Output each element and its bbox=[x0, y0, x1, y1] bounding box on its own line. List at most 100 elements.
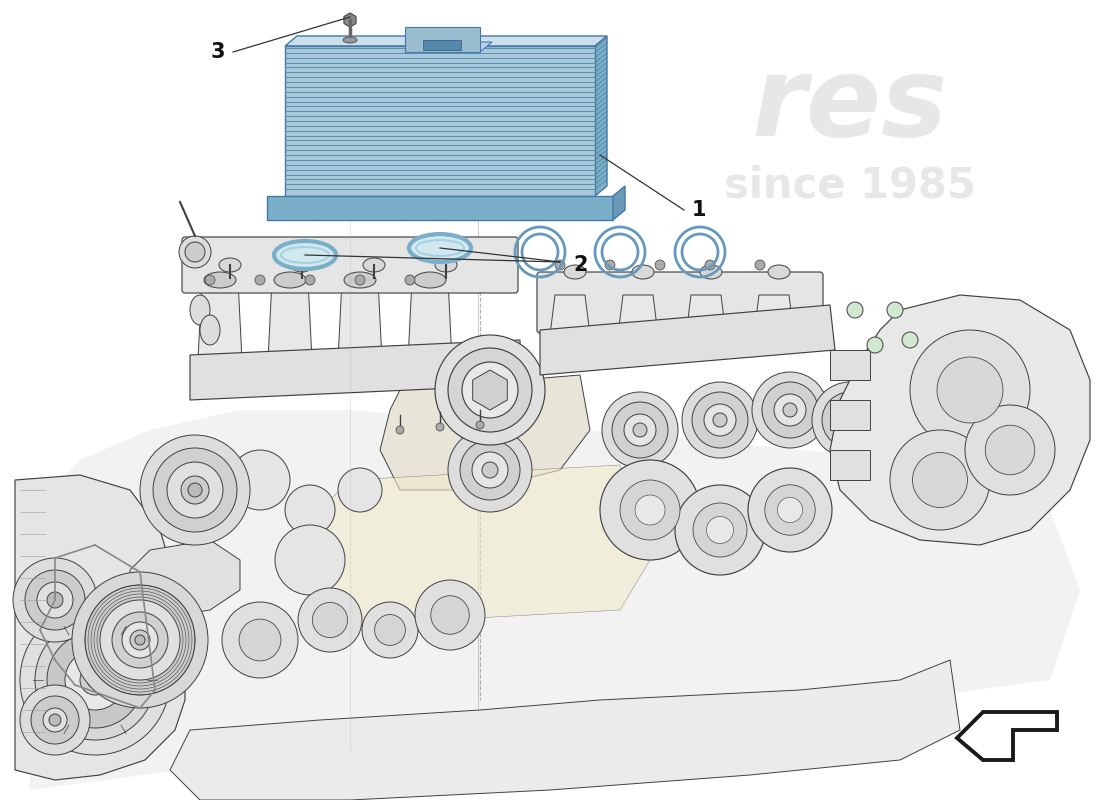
Bar bbox=[285, 46, 595, 196]
Circle shape bbox=[188, 483, 202, 497]
Polygon shape bbox=[338, 280, 382, 360]
Ellipse shape bbox=[564, 265, 586, 279]
Bar bbox=[424, 40, 461, 50]
Circle shape bbox=[937, 357, 1003, 423]
Circle shape bbox=[47, 592, 63, 608]
Polygon shape bbox=[267, 196, 613, 220]
Circle shape bbox=[222, 602, 298, 678]
Circle shape bbox=[778, 498, 803, 522]
Polygon shape bbox=[613, 186, 625, 220]
Polygon shape bbox=[130, 540, 240, 620]
Polygon shape bbox=[405, 42, 492, 52]
Circle shape bbox=[704, 404, 736, 436]
Circle shape bbox=[713, 413, 727, 427]
Polygon shape bbox=[686, 295, 726, 335]
Circle shape bbox=[774, 394, 806, 426]
Polygon shape bbox=[310, 465, 650, 625]
Circle shape bbox=[185, 242, 205, 262]
Ellipse shape bbox=[344, 272, 376, 288]
Circle shape bbox=[135, 635, 145, 645]
Circle shape bbox=[85, 585, 195, 695]
Circle shape bbox=[847, 302, 864, 318]
Circle shape bbox=[72, 572, 208, 708]
Circle shape bbox=[632, 423, 647, 437]
Circle shape bbox=[20, 605, 170, 755]
Circle shape bbox=[448, 348, 532, 432]
Circle shape bbox=[396, 426, 404, 434]
Circle shape bbox=[122, 622, 158, 658]
Ellipse shape bbox=[276, 243, 334, 267]
Circle shape bbox=[65, 650, 125, 710]
Circle shape bbox=[298, 588, 362, 652]
Circle shape bbox=[130, 630, 150, 650]
Polygon shape bbox=[170, 660, 960, 800]
Text: 3: 3 bbox=[210, 42, 225, 62]
Circle shape bbox=[834, 404, 866, 436]
Circle shape bbox=[913, 453, 968, 507]
Circle shape bbox=[182, 476, 209, 504]
Circle shape bbox=[436, 423, 444, 431]
Polygon shape bbox=[618, 295, 658, 335]
Circle shape bbox=[755, 260, 764, 270]
Ellipse shape bbox=[343, 37, 358, 43]
Bar bbox=[830, 350, 870, 380]
Circle shape bbox=[476, 421, 484, 429]
Circle shape bbox=[35, 620, 155, 740]
Circle shape bbox=[312, 602, 348, 638]
Circle shape bbox=[375, 614, 406, 646]
Ellipse shape bbox=[411, 236, 469, 260]
Ellipse shape bbox=[632, 265, 654, 279]
Circle shape bbox=[43, 708, 67, 732]
Circle shape bbox=[764, 485, 815, 535]
Circle shape bbox=[47, 632, 143, 728]
Circle shape bbox=[556, 260, 565, 270]
Ellipse shape bbox=[414, 272, 446, 288]
Circle shape bbox=[812, 382, 888, 458]
Circle shape bbox=[635, 495, 666, 525]
Text: 2: 2 bbox=[573, 255, 587, 275]
Circle shape bbox=[140, 435, 250, 545]
Circle shape bbox=[205, 275, 214, 285]
Polygon shape bbox=[30, 410, 1080, 790]
Circle shape bbox=[239, 619, 280, 661]
Polygon shape bbox=[379, 375, 590, 490]
Polygon shape bbox=[595, 36, 607, 196]
FancyBboxPatch shape bbox=[182, 237, 518, 293]
Ellipse shape bbox=[204, 272, 236, 288]
Circle shape bbox=[338, 468, 382, 512]
Circle shape bbox=[305, 275, 315, 285]
Ellipse shape bbox=[292, 258, 313, 272]
FancyBboxPatch shape bbox=[537, 272, 823, 333]
Polygon shape bbox=[754, 295, 794, 335]
Circle shape bbox=[902, 332, 918, 348]
Circle shape bbox=[255, 275, 265, 285]
Bar bbox=[830, 450, 870, 480]
Circle shape bbox=[167, 462, 223, 518]
Polygon shape bbox=[473, 370, 507, 410]
Circle shape bbox=[100, 600, 180, 680]
Text: since 1985: since 1985 bbox=[724, 164, 976, 206]
Circle shape bbox=[37, 582, 73, 618]
Circle shape bbox=[887, 302, 903, 318]
Circle shape bbox=[87, 672, 103, 688]
Circle shape bbox=[478, 378, 502, 402]
Ellipse shape bbox=[363, 258, 385, 272]
Ellipse shape bbox=[274, 272, 306, 288]
Circle shape bbox=[682, 382, 758, 458]
Circle shape bbox=[355, 275, 365, 285]
Circle shape bbox=[624, 414, 656, 446]
Circle shape bbox=[25, 570, 85, 630]
Ellipse shape bbox=[200, 315, 220, 345]
Circle shape bbox=[752, 372, 828, 448]
Circle shape bbox=[605, 260, 615, 270]
Circle shape bbox=[867, 337, 883, 353]
Circle shape bbox=[910, 330, 1030, 450]
Circle shape bbox=[31, 696, 79, 744]
Polygon shape bbox=[190, 340, 520, 400]
Polygon shape bbox=[550, 295, 590, 335]
Circle shape bbox=[986, 426, 1035, 474]
Circle shape bbox=[460, 440, 520, 500]
Circle shape bbox=[748, 468, 832, 552]
Circle shape bbox=[705, 260, 715, 270]
Circle shape bbox=[405, 275, 415, 285]
